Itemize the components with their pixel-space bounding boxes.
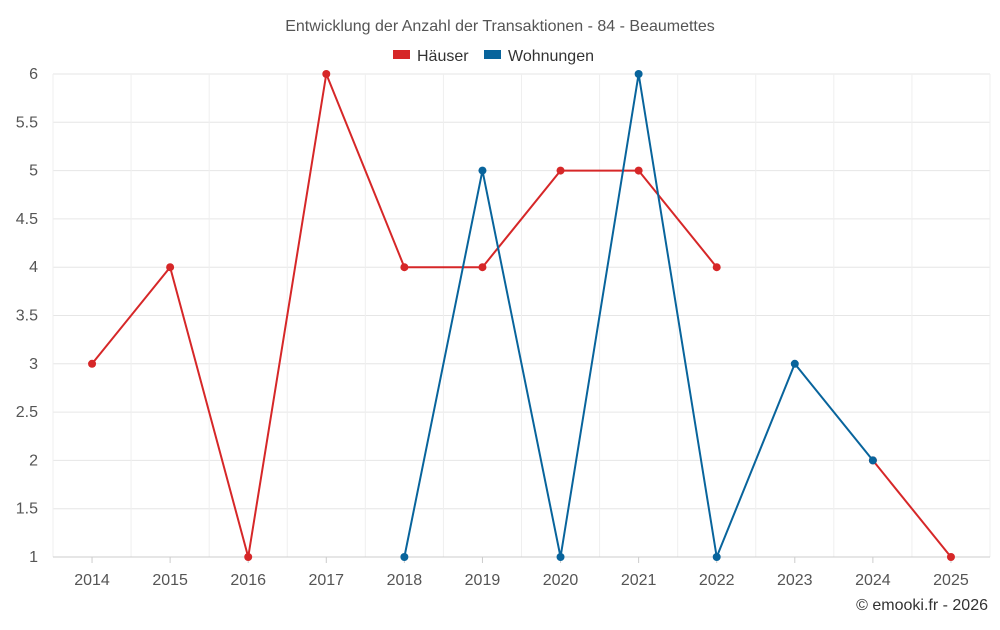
data-point [88,359,97,368]
grid [52,73,991,558]
y-tick-label: 4.5 [16,211,38,228]
data-point [634,70,643,78]
data-point [712,263,721,272]
data-point [400,263,409,272]
data-point [244,553,253,561]
chart-title: Entwicklung der Anzahl der Transaktionen… [285,18,715,35]
y-tick-label: 4 [29,259,38,276]
legend-swatch [484,50,501,59]
data-point [478,263,487,272]
data-point [634,166,643,175]
data-point [322,70,331,78]
y-tick-label: 5 [29,163,38,180]
y-tick-label: 2.5 [16,404,38,421]
data-point [166,263,175,272]
data-point [946,553,955,561]
series-haeuser [88,70,955,561]
legend-label: Häuser [417,48,469,65]
data-point [478,166,487,175]
data-point [712,553,721,561]
y-tick-label: 5.5 [16,114,38,131]
x-tick-label: 2023 [777,572,813,589]
x-tick-label: 2024 [855,572,891,589]
series-wohnungen [400,70,877,561]
series-layer [88,70,955,561]
data-point [868,456,877,465]
x-tick-label: 2022 [699,572,735,589]
data-point [790,359,799,368]
x-tick-label: 2018 [387,572,423,589]
x-tick-label: 2017 [308,572,344,589]
y-tick-label: 1.5 [16,501,38,518]
x-tick-label: 2020 [543,572,579,589]
legend-label: Wohnungen [508,48,594,65]
legend: Häuser Wohnungen [393,48,594,65]
y-tick-label: 3.5 [16,308,38,325]
x-tick-label: 2014 [74,572,110,589]
data-point [556,553,565,561]
x-tick-label: 2016 [230,572,266,589]
axes: 1 1.5 2 2.5 3 3.5 4 4.5 5 5.5 6 2014 2015 2016 2017 201… [16,66,990,589]
y-tick-label: 2 [29,452,38,469]
credit-text: © emooki.fr - 2026 [856,597,988,614]
x-tick-label: 2021 [621,572,657,589]
data-point [400,553,409,561]
data-point [556,166,565,175]
x-tick-label: 2025 [933,572,969,589]
x-tick-label: 2019 [465,572,501,589]
y-tick-label: 1 [29,549,38,566]
legend-swatch [393,50,410,59]
x-tick-label: 2015 [152,572,188,589]
y-tick-label: 6 [29,66,38,83]
y-tick-label: 3 [29,356,38,373]
series-line [872,459,952,558]
